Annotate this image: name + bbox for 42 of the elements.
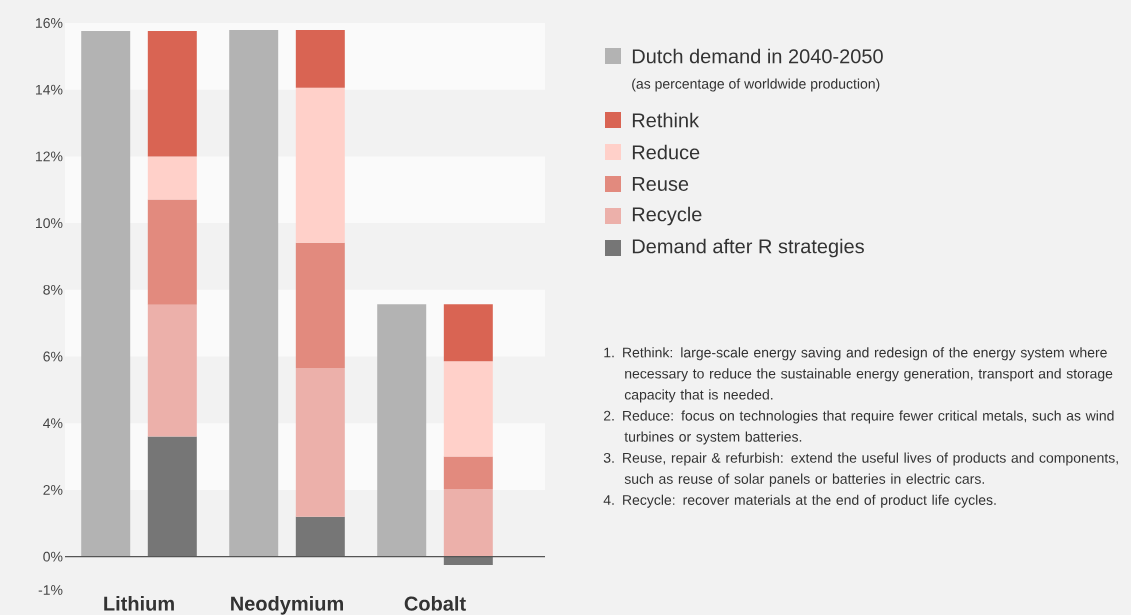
y-tick-label: 16% [36,18,63,28]
y-tick-label: 0% [43,551,63,562]
y-tick-label: 8% [43,284,63,295]
bar [443,456,493,489]
legend-label: Recycle [632,206,702,226]
bar [443,488,493,557]
bar [147,304,197,437]
bar [147,31,197,157]
legend-label: Demand after R strategies [632,238,864,258]
y-tick-label: -1% [38,585,63,595]
bar [147,436,197,557]
text: 3. Reuse, repair & refurbish: extend the useful lives of products and components, such as reuse of solar panels or batteries in electric cars. [603,452,1118,487]
y-tick-label: 6% [43,351,63,362]
y-tick-label: 2% [43,485,63,495]
y-tick-label: 10% [36,218,63,229]
legend-label: Reduce [632,144,700,160]
y-tick-label: 12% [36,151,63,162]
bar [443,304,493,362]
text: 2. Reduce: focus on technologies that require fewer critical metals, such as wind turbines or system batteries. [603,410,1114,445]
bar [377,304,427,557]
y-tick-label: 14% [36,84,63,95]
bar [229,30,279,557]
x-tick-label: Neodymium [231,596,343,615]
bar [147,199,197,305]
x-tick-label: Lithium [104,596,174,611]
bar [295,87,345,243]
text: (as percentage of worldwide production) [632,78,880,92]
bar [295,516,345,557]
bar [443,556,493,565]
text: 4. Recycle: recover materials at the end of product life cycles. [603,494,996,508]
legend-label: Dutch demand in 2040-2050 [632,48,883,64]
bar [295,242,345,368]
bar [443,361,493,457]
bar [295,30,345,88]
bar [81,31,131,557]
bar [147,156,197,200]
legend-label: Reuse [632,177,689,191]
x-tick-label: Cobalt [404,596,466,611]
legend-label: Rethink [632,112,700,128]
y-tick-label: 4% [43,418,63,429]
text: 1. Rethink: large-scale energy saving and redesign of the energy system where necessary to reduce the sustainable energy generation, transport and storage capacity that is needed. [604,347,1113,403]
bar [295,367,345,517]
